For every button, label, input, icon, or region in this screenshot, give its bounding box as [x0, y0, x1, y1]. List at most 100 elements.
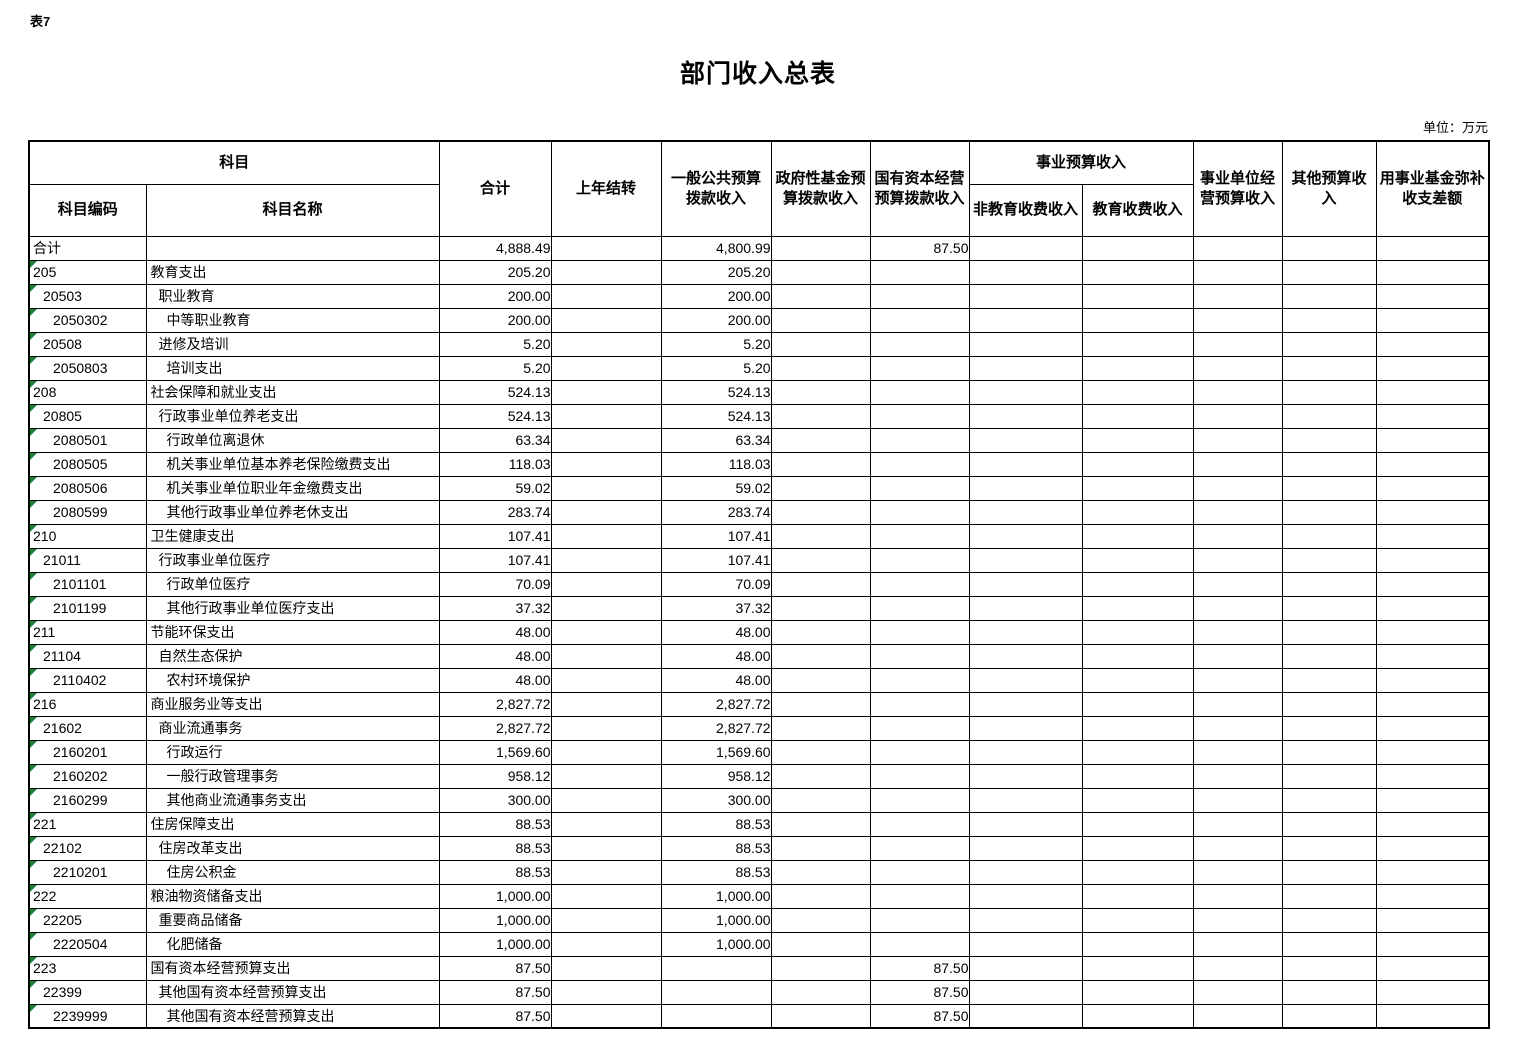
value-cell[interactable]	[1281, 427, 1377, 453]
value-cell[interactable]	[550, 259, 662, 285]
value-cell[interactable]	[1281, 859, 1377, 885]
value-cell[interactable]	[1192, 859, 1283, 885]
value-cell[interactable]: 107.41	[438, 523, 552, 549]
value-cell[interactable]	[1081, 739, 1194, 765]
value-cell[interactable]	[1081, 595, 1194, 621]
value-cell[interactable]	[1081, 691, 1194, 717]
value-cell[interactable]: 107.41	[438, 547, 552, 573]
value-cell[interactable]	[1281, 475, 1377, 501]
value-cell[interactable]	[550, 355, 662, 381]
value-cell[interactable]	[1281, 979, 1377, 1005]
value-cell[interactable]: 88.53	[660, 859, 772, 885]
value-cell[interactable]	[1081, 259, 1194, 285]
value-cell[interactable]	[1281, 811, 1377, 837]
value-cell[interactable]	[1281, 523, 1377, 549]
value-cell[interactable]	[550, 859, 662, 885]
value-cell[interactable]: 205.20	[660, 259, 772, 285]
value-cell[interactable]	[1281, 571, 1377, 597]
subject-name-cell[interactable]: 行政事业单位养老支出	[145, 403, 440, 429]
value-cell[interactable]	[1192, 955, 1283, 981]
header-gov-fund[interactable]: 政府性基金预算拨款收入	[770, 140, 871, 237]
value-cell[interactable]	[1281, 379, 1377, 405]
value-cell[interactable]	[968, 955, 1083, 981]
header-general-budget[interactable]: 一般公共预算拨款收入	[660, 140, 772, 237]
subject-code-cell[interactable]: 2220504	[28, 931, 147, 957]
value-cell[interactable]	[968, 595, 1083, 621]
value-cell[interactable]	[550, 1003, 662, 1029]
value-cell[interactable]	[1375, 715, 1490, 741]
value-cell[interactable]	[968, 931, 1083, 957]
value-cell[interactable]	[770, 547, 871, 573]
subject-code-cell[interactable]: 223	[28, 955, 147, 981]
value-cell[interactable]	[1192, 667, 1283, 693]
value-cell[interactable]	[968, 571, 1083, 597]
value-cell[interactable]	[869, 835, 970, 861]
value-cell[interactable]: 87.50	[438, 955, 552, 981]
subject-code-cell[interactable]: 21602	[28, 715, 147, 741]
value-cell[interactable]: 4,888.49	[438, 235, 552, 261]
value-cell[interactable]	[1281, 667, 1377, 693]
value-cell[interactable]	[968, 427, 1083, 453]
value-cell[interactable]	[869, 595, 970, 621]
value-cell[interactable]	[550, 619, 662, 645]
value-cell[interactable]	[550, 571, 662, 597]
value-cell[interactable]	[1081, 955, 1194, 981]
header-subject[interactable]: 科目	[28, 140, 440, 185]
value-cell[interactable]	[770, 859, 871, 885]
value-cell[interactable]: 300.00	[660, 787, 772, 813]
value-cell[interactable]	[1192, 907, 1283, 933]
value-cell[interactable]: 5.20	[438, 331, 552, 357]
subject-name-cell[interactable]: 职业教育	[145, 283, 440, 309]
value-cell[interactable]	[1081, 403, 1194, 429]
value-cell[interactable]	[968, 859, 1083, 885]
subject-name-cell[interactable]: 住房改革支出	[145, 835, 440, 861]
value-cell[interactable]: 200.00	[438, 307, 552, 333]
subject-name-cell[interactable]: 其他行政事业单位养老休支出	[145, 499, 440, 525]
value-cell[interactable]	[770, 883, 871, 909]
subject-code-cell[interactable]: 2080599	[28, 499, 147, 525]
value-cell[interactable]	[1192, 331, 1283, 357]
value-cell[interactable]: 524.13	[660, 379, 772, 405]
subject-code-cell[interactable]: 2101101	[28, 571, 147, 597]
value-cell[interactable]	[770, 283, 871, 309]
value-cell[interactable]	[660, 1003, 772, 1029]
value-cell[interactable]	[770, 787, 871, 813]
value-cell[interactable]: 1,000.00	[660, 907, 772, 933]
value-cell[interactable]	[550, 979, 662, 1005]
value-cell[interactable]	[869, 475, 970, 501]
value-cell[interactable]: 88.53	[438, 859, 552, 885]
value-cell[interactable]	[770, 1003, 871, 1029]
subject-code-cell[interactable]: 21011	[28, 547, 147, 573]
value-cell[interactable]	[1192, 403, 1283, 429]
value-cell[interactable]	[869, 763, 970, 789]
subject-code-cell[interactable]: 22399	[28, 979, 147, 1005]
value-cell[interactable]	[1281, 763, 1377, 789]
subject-name-cell[interactable]: 国有资本经营预算支出	[145, 955, 440, 981]
value-cell[interactable]	[1192, 571, 1283, 597]
value-cell[interactable]	[1081, 835, 1194, 861]
value-cell[interactable]	[1081, 475, 1194, 501]
value-cell[interactable]	[1081, 1003, 1194, 1029]
value-cell[interactable]: 48.00	[660, 667, 772, 693]
subject-code-cell[interactable]: 2080501	[28, 427, 147, 453]
value-cell[interactable]	[1192, 1003, 1283, 1029]
value-cell[interactable]: 87.50	[869, 1003, 970, 1029]
subject-name-cell[interactable]: 培训支出	[145, 355, 440, 381]
value-cell[interactable]	[869, 331, 970, 357]
value-cell[interactable]: 300.00	[438, 787, 552, 813]
header-subject-code[interactable]: 科目编码	[28, 183, 147, 237]
value-cell[interactable]	[1192, 283, 1283, 309]
value-cell[interactable]	[968, 907, 1083, 933]
value-cell[interactable]: 2,827.72	[438, 715, 552, 741]
value-cell[interactable]: 4,800.99	[660, 235, 772, 261]
value-cell[interactable]	[968, 499, 1083, 525]
value-cell[interactable]	[968, 379, 1083, 405]
value-cell[interactable]	[1281, 691, 1377, 717]
value-cell[interactable]	[968, 619, 1083, 645]
value-cell[interactable]	[1375, 931, 1490, 957]
value-cell[interactable]	[550, 475, 662, 501]
subject-code-cell[interactable]: 2050803	[28, 355, 147, 381]
value-cell[interactable]: 107.41	[660, 547, 772, 573]
value-cell[interactable]	[1375, 451, 1490, 477]
subject-code-cell[interactable]: 20508	[28, 331, 147, 357]
